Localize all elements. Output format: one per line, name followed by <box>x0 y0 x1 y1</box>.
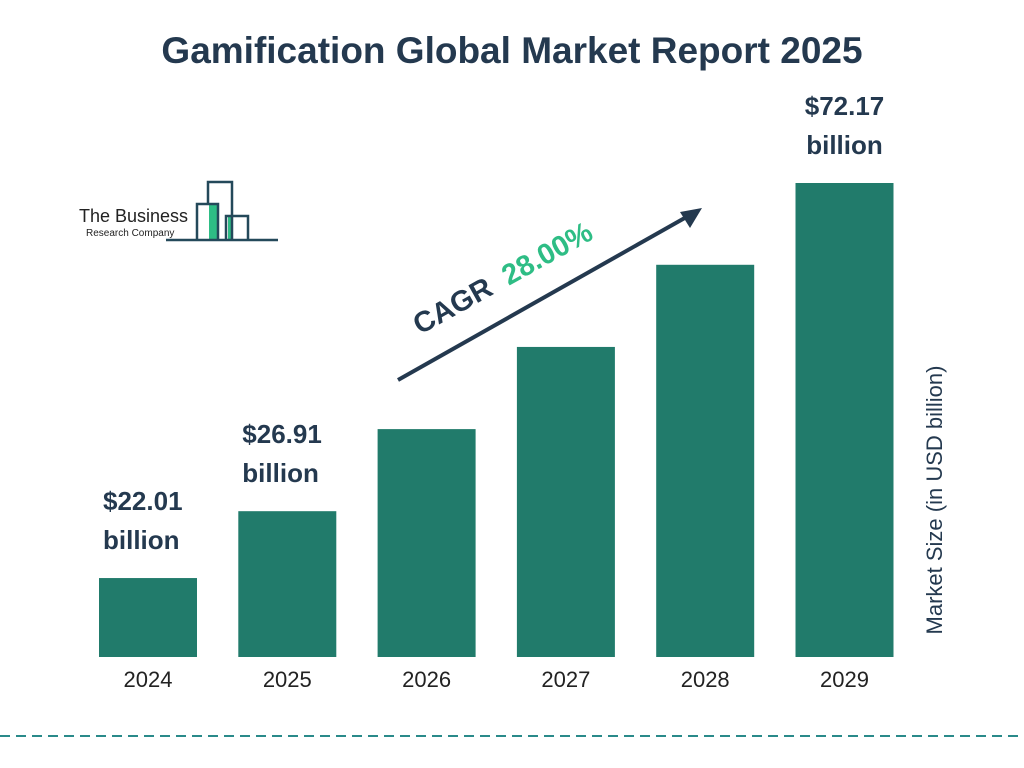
data-label: $22.01 <box>103 486 183 516</box>
chart-title: Gamification Global Market Report 2025 <box>161 30 863 71</box>
bar-2028 <box>656 264 755 657</box>
x-tick-label: 2024 <box>124 667 173 692</box>
data-label: billion <box>806 130 883 160</box>
x-tick-label: 2025 <box>263 667 312 692</box>
bar-2024 <box>99 578 197 657</box>
cagr-value: 28.00% <box>497 216 599 292</box>
logo: The Business Research Company <box>79 180 278 242</box>
x-tick-label: 2026 <box>402 667 451 692</box>
logo-text-line1: The Business <box>79 206 188 226</box>
bar-2026 <box>377 429 476 657</box>
x-tick-label: 2029 <box>820 667 869 692</box>
data-label: billion <box>103 525 180 555</box>
logo-text-line2: Research Company <box>86 228 174 239</box>
x-tick-label: 2028 <box>681 667 730 692</box>
logo-buildings <box>166 180 278 242</box>
bar-2025 <box>238 511 337 657</box>
data-label: billion <box>242 458 319 488</box>
x-tick-label: 2027 <box>541 667 590 692</box>
cagr-arrow-head <box>680 208 702 228</box>
bar-2027 <box>516 346 615 657</box>
cagr-arrow <box>397 213 691 382</box>
bar-2029 <box>795 183 894 657</box>
data-label: $72.17 <box>805 91 885 121</box>
logo-bar-green-1 <box>209 204 218 240</box>
data-label: $26.91 <box>242 419 322 449</box>
logo-bar-green-2 <box>228 216 232 240</box>
y-axis-label: Market Size (in USD billion) <box>922 366 947 635</box>
